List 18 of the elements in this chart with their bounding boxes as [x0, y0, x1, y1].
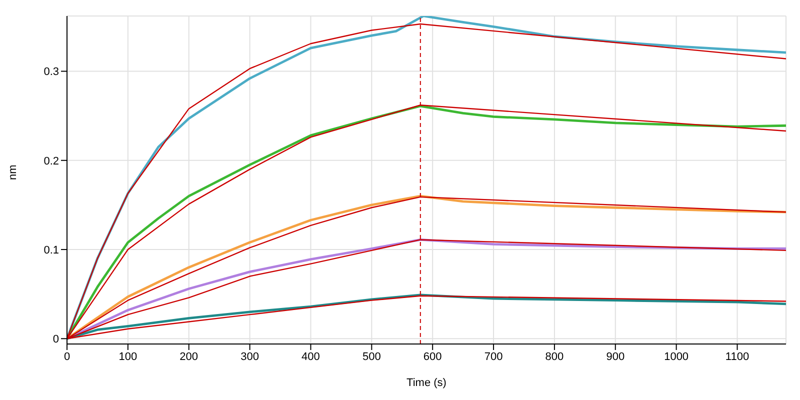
x-tick-label: 700 — [484, 350, 503, 363]
x-tick-label: 500 — [362, 350, 381, 363]
x-tick-label: 1000 — [664, 350, 689, 363]
y-tick-label: 0.1 — [44, 244, 59, 256]
x-tick-label: 400 — [302, 350, 320, 363]
x-tick-label: 100 — [118, 350, 138, 363]
x-tick-label: 1100 — [725, 350, 750, 363]
x-tick-label: 600 — [423, 350, 442, 363]
x-tick-label: 900 — [606, 350, 625, 363]
x-tick-label: 300 — [240, 350, 259, 363]
y-tick-label: 0.3 — [44, 66, 59, 78]
y-axis-title: nm — [6, 164, 19, 180]
y-tick-label: 0.2 — [44, 155, 59, 168]
x-tick-label: 0 — [64, 350, 70, 363]
y-tick-label: 0 — [52, 334, 59, 346]
x-tick-label: 200 — [180, 350, 198, 363]
x-tick-label: 800 — [545, 350, 564, 363]
x-axis-title: Time (s) — [406, 377, 446, 389]
